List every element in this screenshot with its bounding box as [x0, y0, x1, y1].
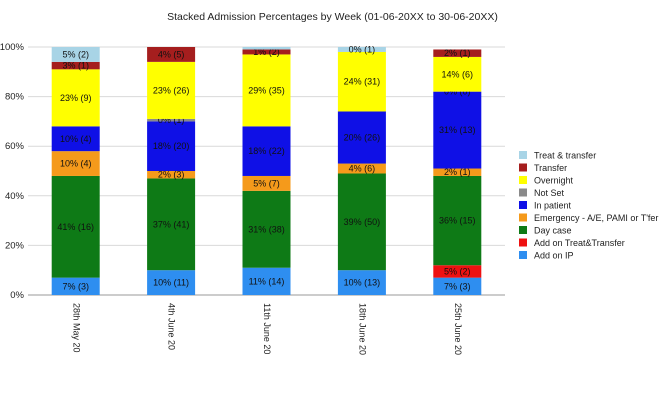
- data-label: 39% (50): [344, 217, 381, 227]
- legend-swatch: [519, 251, 527, 259]
- x-tick-label: 25th June 20: [453, 303, 463, 355]
- data-label: 24% (31): [344, 77, 381, 87]
- data-label: 0% (1): [349, 44, 376, 54]
- legend-swatch: [519, 151, 527, 159]
- bar-segment: [337, 173, 386, 271]
- data-label: 29% (35): [248, 85, 285, 95]
- data-label: 23% (26): [153, 85, 190, 95]
- legend-label: Treat & transfer: [534, 151, 596, 161]
- data-label: 10% (4): [60, 159, 92, 169]
- legend-swatch: [519, 213, 527, 222]
- data-label: 36% (15): [439, 216, 476, 226]
- data-label: 7% (3): [444, 281, 471, 291]
- legend-label: Overnight: [534, 176, 574, 186]
- data-label: 0% (1): [158, 115, 185, 125]
- bar-segment: [433, 91, 482, 169]
- legend-swatch: [519, 226, 527, 234]
- data-label: 23% (9): [60, 93, 92, 103]
- data-label: 10% (11): [153, 278, 189, 288]
- bar-segment: [433, 168, 482, 176]
- bar-segment: [242, 49, 291, 55]
- bar-segment: [337, 51, 386, 112]
- bar-segment: [337, 111, 386, 164]
- data-label: 5% (2): [444, 266, 471, 276]
- bar-segment: [51, 126, 100, 152]
- legend-label: Add on IP: [534, 251, 574, 261]
- y-tick-label: 0%: [10, 290, 24, 301]
- bar-segment: [51, 61, 100, 70]
- data-label: 10% (4): [60, 134, 92, 144]
- bar-segment: [147, 178, 196, 271]
- data-label: 11% (14): [249, 276, 285, 286]
- legend-label: Day case: [534, 226, 572, 236]
- bar-segment: [147, 270, 196, 295]
- legend-swatch: [519, 163, 527, 172]
- y-tick-label: 20%: [5, 240, 25, 251]
- data-label: 37% (41): [153, 219, 190, 229]
- x-tick-label: 28th May 20: [71, 303, 81, 353]
- y-tick-label: 100%: [0, 42, 25, 53]
- bar-segment: [242, 126, 291, 176]
- data-label: 41% (16): [57, 222, 94, 232]
- data-label: 18% (22): [248, 146, 285, 156]
- legend-swatch: [519, 238, 527, 247]
- bar-segment: [433, 56, 482, 92]
- legend-swatch: [519, 176, 527, 184]
- bar-segment: [147, 61, 196, 119]
- bar-segment: [433, 49, 482, 57]
- bar-segment: [51, 69, 100, 127]
- data-label: 2% (1): [444, 48, 471, 58]
- bar-segment: [433, 277, 482, 295]
- bar-segment: [242, 190, 291, 268]
- data-label: 2% (1): [444, 167, 471, 177]
- data-label: 1% (2): [253, 47, 280, 57]
- legend-label: Not Set: [534, 188, 565, 198]
- data-label: 3% (1): [62, 61, 89, 71]
- data-label: 4% (5): [158, 49, 185, 59]
- bar-segment: [242, 267, 291, 295]
- data-label: 31% (13): [439, 125, 476, 135]
- legend-swatch: [519, 201, 527, 209]
- bar-segment: [147, 171, 196, 179]
- legend-label: In patient: [534, 201, 572, 211]
- bar-segment: [147, 118, 196, 122]
- x-tick-label: 11th June 20: [262, 303, 272, 354]
- data-label: 14% (6): [442, 69, 474, 79]
- data-label: 7% (3): [62, 281, 89, 291]
- x-tick-label: 18th June 20: [358, 303, 368, 355]
- legend-label: Add on Treat&Transfer: [534, 238, 625, 248]
- chart-title: Stacked Admission Percentages by Week (0…: [167, 11, 498, 23]
- y-tick-label: 80%: [5, 92, 25, 103]
- legend-label: Transfer: [534, 163, 567, 173]
- data-label: 2% (3): [158, 170, 185, 180]
- bar-segment: [242, 175, 291, 191]
- x-tick-label: 4th June 20: [167, 303, 177, 350]
- data-label: 31% (38): [248, 224, 285, 234]
- bar-segment: [337, 270, 386, 295]
- bar-segment: [337, 47, 386, 52]
- bar-segment: [147, 121, 196, 171]
- bar-segment: [51, 277, 100, 295]
- y-tick-label: 40%: [5, 191, 25, 202]
- data-label: 5% (7): [253, 178, 280, 188]
- bar-segment: [242, 47, 291, 50]
- data-label: 20% (26): [344, 133, 381, 143]
- bar-segment: [51, 151, 100, 176]
- legend-label: Emergency - A/E, PAMI or T'fer: [534, 213, 658, 223]
- legend-swatch: [519, 188, 527, 197]
- bar-segment: [337, 163, 386, 174]
- bar-segment: [51, 47, 100, 62]
- data-label: 10% (13): [344, 278, 381, 288]
- bar-segment: [433, 265, 482, 278]
- data-label: 4% (6): [349, 164, 376, 174]
- bar-segment: [433, 175, 482, 266]
- bar-segment: [51, 175, 100, 278]
- bar-segment: [242, 54, 291, 127]
- y-tick-label: 60%: [5, 141, 25, 152]
- data-label: 5% (2): [62, 49, 89, 59]
- bar-segment: [147, 47, 196, 62]
- data-label: 18% (20): [153, 141, 190, 151]
